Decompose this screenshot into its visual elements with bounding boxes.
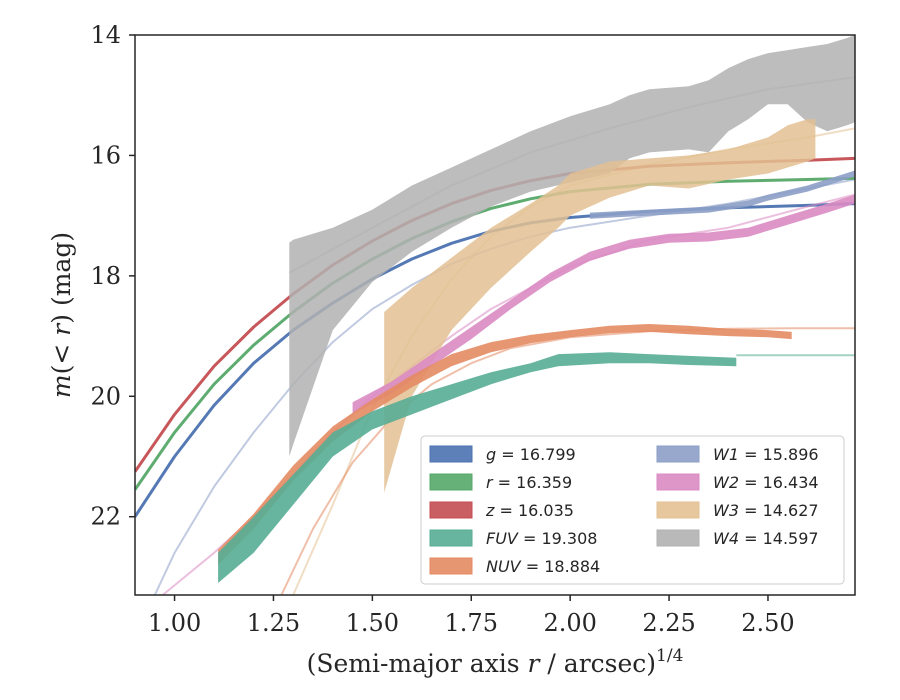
x-tick-label: 2.25 — [642, 609, 695, 637]
legend-label: r = 16.359 — [486, 473, 572, 492]
x-tick-label: 1.00 — [148, 609, 201, 637]
x-tick-label: 2.50 — [741, 609, 794, 637]
axis-ticks: 1.00 1.25 1.50 1.75 2.00 2.25 2.50 14 16 18 20 22 — [90, 21, 794, 637]
legend-item-w1: W1 = 15.896 — [656, 445, 819, 464]
legend-swatch — [429, 557, 473, 575]
legend-label: FUV = 19.308 — [486, 529, 597, 548]
series-nuv-model-line — [280, 327, 855, 595]
legend-swatch — [429, 473, 473, 491]
legend: g = 16.799 r = 16.359 z = 16.035 FUV = 19.3… — [420, 435, 845, 585]
y-axis-label: m(< r) (mag) — [47, 232, 76, 398]
legend-swatch — [656, 501, 700, 519]
legend-label: NUV = 18.884 — [486, 557, 600, 576]
series-w1-band — [589, 170, 855, 219]
x-tick-label: 2.00 — [543, 609, 596, 637]
series-fuv-band — [218, 352, 737, 583]
legend-item-w4: W4 = 14.597 — [656, 529, 819, 548]
legend-swatch — [656, 473, 700, 491]
plot-frame — [134, 34, 856, 596]
legend-label: W4 = 14.597 — [713, 529, 819, 548]
legend-label: g = 16.799 — [486, 445, 576, 464]
legend-swatch — [429, 529, 473, 547]
legend-item-fuv: FUV = 19.308 — [429, 529, 597, 548]
legend-item-w3: W3 = 14.627 — [656, 501, 819, 520]
x-tick-label: 1.25 — [247, 609, 300, 637]
legend-label: W2 = 16.434 — [713, 473, 819, 492]
legend-item-r: r = 16.359 — [429, 473, 572, 492]
legend-item-g: g = 16.799 — [429, 445, 576, 464]
legend-box — [420, 435, 845, 585]
legend-item-nuv: NUV = 18.884 — [429, 557, 600, 576]
legend-swatch — [656, 445, 700, 463]
plot-area — [135, 35, 855, 595]
legend-swatch — [429, 445, 473, 463]
legend-label: z = 16.035 — [485, 501, 574, 520]
x-tick-label: 1.75 — [445, 609, 498, 637]
y-tick-label: 14 — [90, 21, 121, 49]
y-tick-label: 22 — [90, 503, 121, 531]
legend-label: W1 = 15.896 — [713, 445, 819, 464]
y-tick-label: 20 — [90, 382, 121, 410]
legend-label: W3 = 14.627 — [713, 501, 819, 520]
y-tick-label: 18 — [90, 262, 121, 290]
y-tick-label: 16 — [90, 141, 121, 169]
legend-item-w2: W2 = 16.434 — [656, 473, 819, 492]
legend-swatch — [656, 529, 700, 547]
x-tick-label: 1.50 — [346, 609, 399, 637]
legend-item-z: z = 16.035 — [429, 501, 574, 520]
x-axis-label: (Semi-major axis r / arcsec)1/4 — [307, 646, 684, 678]
legend-swatch — [429, 501, 473, 519]
series-w4-band — [289, 35, 855, 457]
series-w3-band — [384, 119, 816, 493]
series-w2-band — [352, 194, 855, 415]
